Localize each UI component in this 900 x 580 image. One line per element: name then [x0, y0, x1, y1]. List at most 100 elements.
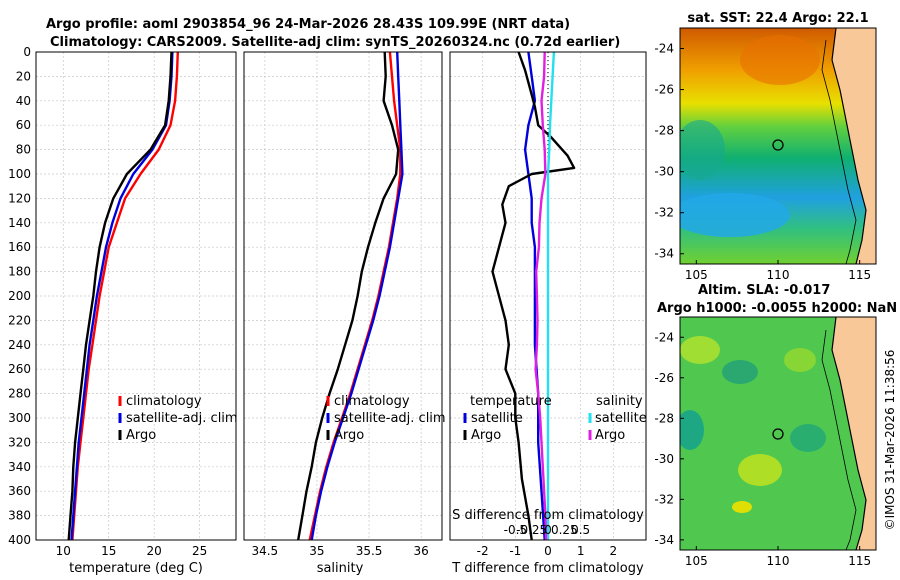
- depth-tick-label: 260: [8, 362, 31, 376]
- depth-tick-label: 320: [8, 435, 31, 449]
- depth-tick-label: 60: [16, 118, 31, 132]
- legend-heading-salinity: salinity: [596, 394, 643, 409]
- legend-label: Argo: [126, 428, 156, 443]
- sst-coastline: [831, 28, 867, 264]
- temperature-xlabel: temperature (deg C): [69, 561, 203, 576]
- sla-map: [679, 316, 877, 551]
- depth-tick-label: 400: [8, 533, 31, 547]
- legend-label: satellite-adj. clim: [126, 411, 238, 426]
- difference-xlabel: T difference from climatology: [451, 561, 644, 576]
- difference-panel: -2 -1 0 1 2 temperature salinity satellite Argo s…: [449, 51, 647, 558]
- map-y-tick-label: -34: [654, 533, 674, 547]
- sla-argo-marker: [772, 428, 784, 440]
- sla-low-patch: [680, 410, 704, 450]
- sla-low-patch: [790, 424, 826, 452]
- series-s-satellite: [546, 51, 556, 540]
- x-tick-label: 1: [577, 544, 585, 558]
- map-y-tick-label: -30: [654, 165, 674, 179]
- axes-frame: [35, 51, 237, 541]
- sla-land: [832, 317, 876, 550]
- legend-heading-temperature: temperature: [470, 394, 552, 409]
- depth-tick-label: 280: [8, 387, 31, 401]
- map-y-tick-label: -34: [654, 247, 674, 261]
- depth-tick-label: 100: [8, 167, 31, 181]
- salinity-panel: 34.5 35 35.5 36 climatology satellite-adj. cl…: [243, 51, 446, 558]
- series-t-satellite: [523, 51, 546, 541]
- axes-frame: [449, 51, 647, 541]
- imos-timestamp: ©IMOS 31-Mar-2026 11:38:56: [883, 350, 897, 531]
- x-tick-label: 10: [56, 544, 71, 558]
- sla-high-patch: [738, 454, 782, 486]
- s-tick-label: 0.5: [571, 523, 590, 537]
- series-satellite-adj-clim: [310, 51, 404, 541]
- legend-label: Argo: [334, 428, 364, 443]
- legend-label: climatology: [126, 394, 202, 409]
- map-y-tick-label: -24: [654, 330, 674, 344]
- x-tick-label: 35: [309, 544, 324, 558]
- depth-tick-label: 20: [16, 69, 31, 83]
- depth-tick-label: 80: [16, 143, 31, 157]
- depth-tick-label: 240: [8, 338, 31, 352]
- map-y-tick-label: -24: [654, 42, 674, 56]
- map-x-tick-label: 115: [848, 268, 871, 282]
- x-tick-label: -1: [509, 544, 521, 558]
- depth-tick-label: 0: [23, 45, 31, 59]
- map-x-tick-label: 115: [848, 554, 871, 568]
- x-tick-label: 36: [414, 544, 429, 558]
- sla-coastline: [831, 317, 867, 550]
- x-tick-label: 25: [192, 544, 207, 558]
- depth-axis: 0 20 40 60 80 100 120 140 160 180 200 220 240 260 280 3…: [8, 45, 31, 547]
- depth-tick-label: 300: [8, 411, 31, 425]
- axes-frame: [243, 51, 443, 541]
- figure-title-line1: Argo profile: aoml 2903854_96 24-Mar-202…: [46, 17, 570, 32]
- sst-isobath: [821, 39, 857, 264]
- sst-map-title: sat. SST: 22.4 Argo: 22.1: [687, 11, 868, 26]
- depth-tick-label: 220: [8, 313, 31, 327]
- depth-tick-label: 40: [16, 94, 31, 108]
- series-argo: [297, 51, 400, 541]
- s-tick-label: 0.25: [551, 523, 578, 537]
- sla-map-title-line1: Altim. SLA: -0.017: [698, 283, 830, 298]
- sla-high-patch: [784, 348, 816, 372]
- x-tick-label: 20: [147, 544, 162, 558]
- series-climatology: [308, 51, 402, 541]
- map-x-tick-label: 105: [685, 268, 708, 282]
- x-tick-label: 2: [610, 544, 618, 558]
- map-y-tick-label: -32: [654, 492, 674, 506]
- map-y-tick-label: -28: [654, 411, 674, 425]
- x-tick-label: -2: [477, 544, 489, 558]
- depth-tick-label: 120: [8, 191, 31, 205]
- sst-argo-marker: [772, 139, 784, 151]
- figure-title-line2: Climatology: CARS2009. Satellite-adj cli…: [50, 35, 620, 50]
- series-t-argo: [491, 51, 576, 541]
- sst-warm-patch: [740, 35, 820, 85]
- series-s-argo: [534, 51, 548, 541]
- depth-tick-label: 180: [8, 265, 31, 279]
- sla-peak-patch: [732, 501, 752, 513]
- sla-map-axes: 105 110 115 -24 -26 -28 -30 -32 -34: [654, 330, 871, 568]
- x-tick-label: 15: [101, 544, 116, 558]
- x-tick-label: 35.5: [356, 544, 383, 558]
- legend-label: satellite: [595, 411, 647, 426]
- sst-map: [679, 27, 877, 265]
- legend-label: Argo: [595, 428, 625, 443]
- depth-tick-label: 200: [8, 289, 31, 303]
- depth-tick-label: 380: [8, 509, 31, 523]
- legend-label: climatology: [334, 394, 410, 409]
- legend-label: satellite-adj. clim: [334, 411, 446, 426]
- s-tick-label: 0: [544, 523, 552, 537]
- sla-high-patch: [680, 336, 720, 364]
- sla-isobath: [821, 329, 857, 550]
- map-y-tick-label: -30: [654, 452, 674, 466]
- map-y-tick-label: -26: [654, 371, 674, 385]
- sst-cool-patch: [680, 120, 725, 180]
- s-tick-label: -0.5: [504, 523, 527, 537]
- temperature-panel: 10 15 20 25 climatology satellite-adj. clim Ar…: [35, 51, 238, 558]
- sla-map-title-line2: Argo h1000: -0.0055 h2000: NaN: [657, 301, 897, 316]
- map-x-tick-label: 105: [685, 554, 708, 568]
- legend-label: satellite: [471, 411, 523, 426]
- depth-tick-label: 160: [8, 240, 31, 254]
- series-argo: [67, 51, 173, 541]
- legend-label: Argo: [471, 428, 501, 443]
